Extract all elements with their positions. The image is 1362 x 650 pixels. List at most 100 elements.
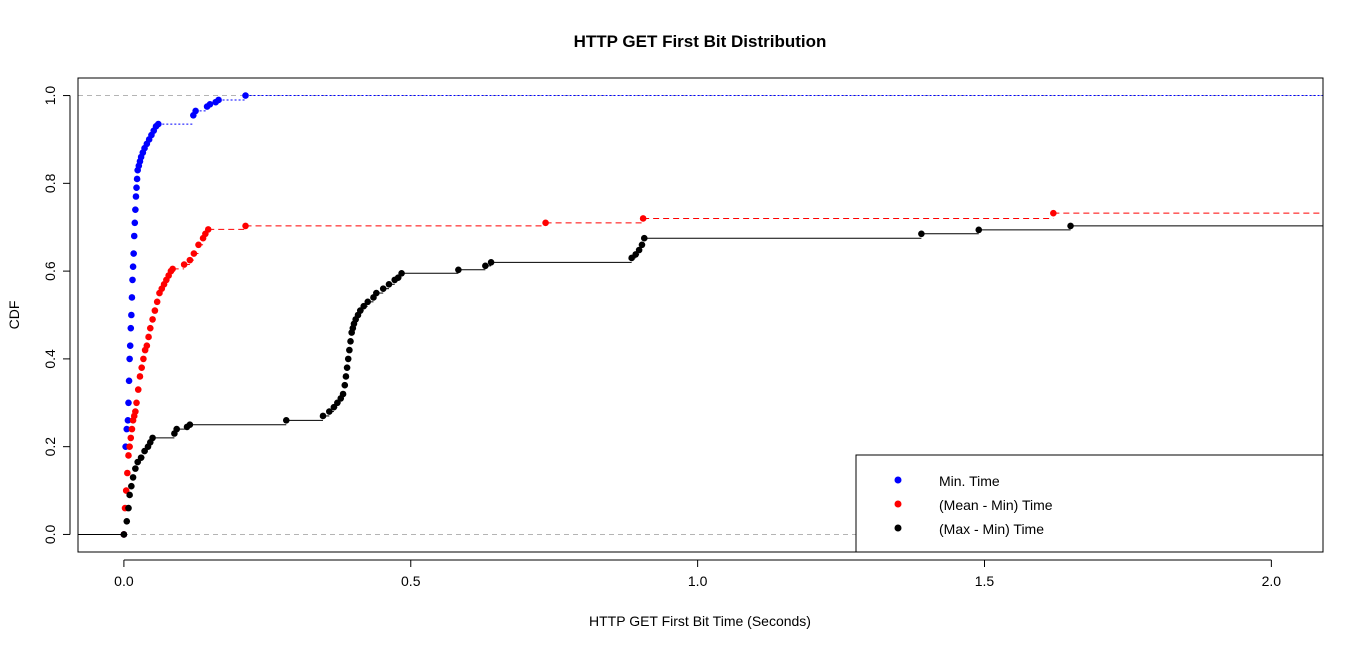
data-point — [126, 491, 133, 499]
data-point — [638, 241, 646, 249]
data-point — [385, 280, 393, 288]
y-tick-label: 0.8 — [42, 173, 58, 193]
data-point — [125, 452, 132, 459]
data-point — [129, 276, 136, 284]
series-1 — [78, 209, 1323, 538]
legend-label: (Mean - Min) Time — [939, 497, 1053, 513]
data-point — [173, 425, 180, 433]
data-point — [186, 256, 194, 264]
data-point — [123, 425, 131, 433]
data-point — [1067, 222, 1074, 230]
data-point — [137, 454, 145, 461]
data-point — [125, 504, 132, 512]
data-point — [204, 226, 212, 233]
data-point — [133, 399, 140, 407]
data-point — [180, 261, 188, 268]
data-point — [128, 311, 135, 319]
x-tick-label: 0.0 — [114, 573, 134, 589]
legend-label: Min. Time — [939, 473, 1000, 489]
data-point — [132, 206, 139, 213]
data-point — [126, 342, 134, 350]
data-point — [129, 474, 137, 481]
legend: Min. Time (Mean - Min) Time (Max - Min) Ti… — [855, 454, 1324, 553]
series-0 — [78, 92, 1323, 538]
data-point — [153, 298, 161, 306]
x-axis-label: HTTP GET First Bit Time (Seconds) — [589, 613, 811, 629]
y-tick-label: 0.6 — [42, 261, 58, 281]
data-point — [151, 307, 159, 314]
plot-frame — [77, 77, 1324, 553]
y-axis-label: CDF — [6, 301, 22, 330]
legend-label: (Max - Min) Time — [939, 521, 1044, 537]
data-point — [360, 302, 368, 310]
data-point — [190, 250, 198, 257]
data-point — [132, 465, 139, 472]
data-point — [242, 92, 249, 99]
data-point — [186, 421, 194, 429]
data-point — [133, 184, 140, 192]
data-point — [346, 346, 353, 354]
data-point — [206, 101, 214, 108]
data-point — [149, 316, 156, 323]
data-point — [195, 241, 202, 249]
data-point — [146, 324, 154, 332]
series-layer — [78, 92, 1323, 538]
data-point — [125, 377, 133, 385]
series-2 — [78, 222, 1323, 538]
legend-marker — [894, 524, 902, 532]
data-point — [120, 531, 128, 538]
data-point — [282, 417, 290, 424]
y-tick-label: 0.0 — [42, 525, 58, 545]
data-point — [124, 417, 132, 424]
data-point — [124, 469, 131, 477]
data-point — [487, 259, 495, 266]
data-point — [640, 234, 648, 242]
data-point — [242, 222, 249, 230]
data-point — [319, 412, 327, 420]
x-tick-label: 0.5 — [401, 573, 421, 589]
data-point — [123, 517, 131, 525]
data-point — [364, 298, 372, 306]
data-point — [215, 96, 222, 104]
x-tick-label: 1.5 — [975, 573, 995, 589]
data-point — [149, 434, 156, 442]
data-point — [127, 324, 135, 332]
data-point — [138, 364, 145, 371]
data-point — [635, 246, 643, 254]
data-point — [126, 355, 133, 363]
data-point — [133, 175, 141, 183]
axes-layer: 0.0 0.5 1.0 1.5 2.0 0.0 0.2 0.4 0.6 0.8 1.0 — [42, 86, 1281, 589]
y-tick-label: 1.0 — [42, 86, 58, 106]
data-point — [339, 390, 347, 398]
data-point — [398, 270, 405, 277]
data-point — [344, 355, 352, 363]
data-point — [342, 373, 350, 380]
data-point — [347, 338, 354, 345]
data-point — [343, 364, 351, 371]
data-point — [132, 193, 140, 200]
data-point — [134, 386, 142, 393]
data-point — [143, 342, 151, 350]
x-tick-label: 2.0 — [1262, 573, 1282, 589]
data-point — [129, 263, 137, 271]
x-tick-label: 1.0 — [688, 573, 708, 589]
data-point — [639, 215, 647, 222]
data-point — [145, 333, 152, 341]
data-point — [542, 219, 549, 227]
data-point — [373, 289, 380, 297]
data-point — [918, 230, 925, 238]
y-tick-label: 0.4 — [42, 349, 58, 369]
chart-title: HTTP GET First Bit Distribution — [574, 32, 827, 51]
legend-marker — [894, 500, 902, 508]
data-point — [128, 294, 136, 301]
data-point — [126, 443, 133, 450]
data-point — [132, 408, 139, 415]
data-point — [136, 373, 144, 380]
data-point — [1050, 209, 1057, 217]
data-point — [140, 355, 147, 363]
data-point — [128, 482, 135, 490]
data-point — [130, 250, 137, 257]
data-point — [128, 425, 136, 433]
data-point — [482, 262, 489, 270]
